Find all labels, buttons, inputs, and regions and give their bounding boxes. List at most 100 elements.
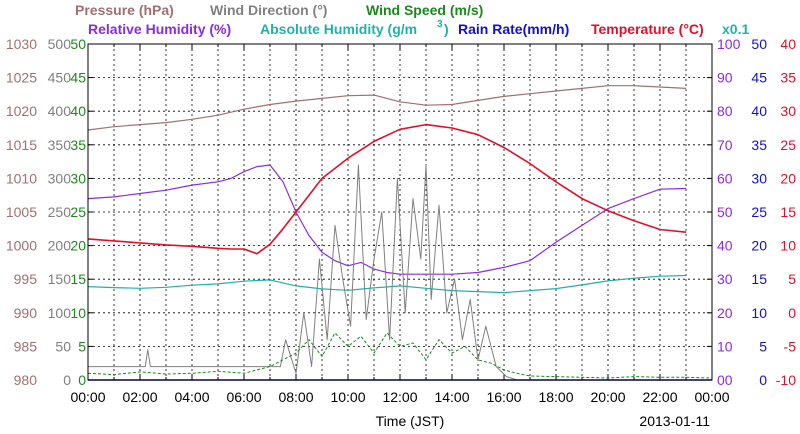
x-tick-label: 18:00 — [538, 389, 573, 405]
pressure-tick-label: 1025 — [6, 70, 37, 86]
plot-frame — [87, 43, 713, 381]
rain-rate-tick-label: 30 — [751, 170, 767, 186]
legend-absolute-humidity-close: ) — [444, 21, 449, 37]
humidity-tick-label: 20 — [717, 305, 733, 321]
legend-pressure: Pressure (hPa) — [75, 2, 174, 18]
rain-rate-tick-label: 25 — [751, 204, 767, 220]
pressure-tick-label: 985 — [14, 338, 38, 354]
x-tick-label: 04:00 — [174, 389, 209, 405]
wind-direction-tick-label: 250 — [48, 204, 72, 220]
humidity-tick-label: 50 — [717, 204, 733, 220]
temperature-tick-label: 15 — [780, 204, 796, 220]
x-tick-label: 20:00 — [590, 389, 625, 405]
wind-speed-tick-label: 45 — [70, 70, 86, 86]
grid — [87, 43, 713, 381]
wind-speed-tick-label: 0 — [78, 372, 86, 388]
x-tick-label: 00:00 — [694, 389, 729, 405]
pressure-tick-label: 1005 — [6, 204, 37, 220]
wind-speed-tick-label: 5 — [78, 338, 86, 354]
wind-direction-tick-label: 200 — [48, 238, 72, 254]
series-temperature — [87, 123, 687, 255]
temperature-tick-label: 20 — [780, 170, 796, 186]
temperature-tick-label: -5 — [784, 338, 797, 354]
pressure-tick-label: 1020 — [6, 103, 37, 119]
legend-absolute-humidity-text: Absolute Humidity (g/m — [260, 21, 417, 37]
axis-tick-labels: 1030102510201015101010051000995990985980… — [6, 36, 796, 405]
x-tick-label: 22:00 — [642, 389, 677, 405]
legend-rain-rate: Rain Rate(mm/h) — [458, 21, 569, 37]
pressure-tick-label: 1000 — [6, 238, 37, 254]
temperature-tick-label: 5 — [788, 271, 796, 287]
temperature-tick-label: 10 — [780, 238, 796, 254]
wind-speed-tick-label: 20 — [70, 238, 86, 254]
humidity-tick-label: 70 — [717, 137, 733, 153]
series-wind-speed — [87, 332, 713, 379]
rain-rate-tick-label: 0 — [759, 372, 767, 388]
x-axis-label: Time (JST) — [376, 413, 445, 429]
wind-speed-tick-label: 30 — [70, 170, 86, 186]
wind-speed-tick-label: 25 — [70, 204, 86, 220]
legend-temperature: Temperature (°C) — [591, 21, 704, 37]
wind-speed-tick-label: 15 — [70, 271, 86, 287]
x-tick-label: 10:00 — [330, 389, 365, 405]
wind-speed-tick-label: 50 — [70, 36, 86, 52]
temperature-tick-label: 0 — [788, 305, 796, 321]
wind-direction-tick-label: 300 — [48, 170, 72, 186]
rain-rate-tick-label: 5 — [759, 338, 767, 354]
wind-direction-tick-label: 400 — [48, 103, 72, 119]
pressure-tick-label: 1030 — [6, 36, 37, 52]
rain-rate-tick-label: 15 — [751, 271, 767, 287]
x-tick-label: 06:00 — [226, 389, 261, 405]
temperature-tick-label: 25 — [780, 137, 796, 153]
wind-direction-tick-label: 100 — [48, 305, 72, 321]
x-tick-label: 08:00 — [278, 389, 313, 405]
rain-rate-tick-label: 50 — [751, 36, 767, 52]
series-wind-direction — [88, 164, 712, 381]
x-tick-label: 16:00 — [486, 389, 521, 405]
temperature-tick-label: 40 — [780, 36, 796, 52]
date-label: 2013-01-11 — [639, 413, 710, 429]
series-relative-humidity — [87, 164, 687, 275]
legend-wind-direction: Wind Direction (°) — [210, 2, 327, 18]
x-tick-label: 12:00 — [382, 389, 417, 405]
wind-direction-tick-label: 50 — [55, 338, 71, 354]
legend-wind-speed: Wind Speed (m/s) — [366, 2, 483, 18]
series-absolute-humidity — [87, 274, 687, 294]
pressure-tick-label: 1015 — [6, 137, 37, 153]
rain-rate-tick-label: 20 — [751, 238, 767, 254]
wind-direction-tick-label: 150 — [48, 271, 72, 287]
humidity-tick-label: 10 — [717, 338, 733, 354]
rain-rate-tick-label: 40 — [751, 103, 767, 119]
legend-absolute-humidity-sup: 3 — [437, 19, 443, 30]
x-tick-label: 02:00 — [122, 389, 157, 405]
wind-direction-tick-label: 450 — [48, 70, 72, 86]
wind-direction-tick-label: 500 — [48, 36, 72, 52]
rain-rate-tick-label: 10 — [751, 305, 767, 321]
temperature-tick-label: 30 — [780, 103, 796, 119]
rain-rate-tick-label: 45 — [751, 70, 767, 86]
temperature-tick-label: -10 — [776, 372, 796, 388]
pressure-tick-label: 990 — [14, 305, 38, 321]
x-tick-label: 00:00 — [70, 389, 105, 405]
pressure-tick-label: 980 — [14, 372, 38, 388]
pressure-tick-label: 1010 — [6, 170, 37, 186]
legend-absolute-humidity: Absolute Humidity (g/m 3 ) — [260, 19, 449, 37]
humidity-tick-label: 00 — [717, 372, 733, 388]
humidity-tick-label: 40 — [717, 238, 733, 254]
series-pressure — [87, 85, 687, 131]
wind-direction-tick-label: 0 — [63, 372, 71, 388]
temperature-tick-label: 35 — [780, 70, 796, 86]
humidity-tick-label: 60 — [717, 170, 733, 186]
humidity-tick-label: 100 — [717, 36, 741, 52]
rain-rate-tick-label: 35 — [751, 137, 767, 153]
legend-relative-humidity: Relative Humidity (%) — [88, 21, 231, 37]
wind-speed-tick-label: 10 — [70, 305, 86, 321]
legend-ah-scale-note: x0.1 — [722, 21, 749, 37]
pressure-tick-label: 995 — [14, 271, 38, 287]
humidity-tick-label: 90 — [717, 70, 733, 86]
x-tick-label: 14:00 — [434, 389, 469, 405]
humidity-tick-label: 80 — [717, 103, 733, 119]
wind-speed-tick-label: 40 — [70, 103, 86, 119]
wind-direction-tick-label: 350 — [48, 137, 72, 153]
